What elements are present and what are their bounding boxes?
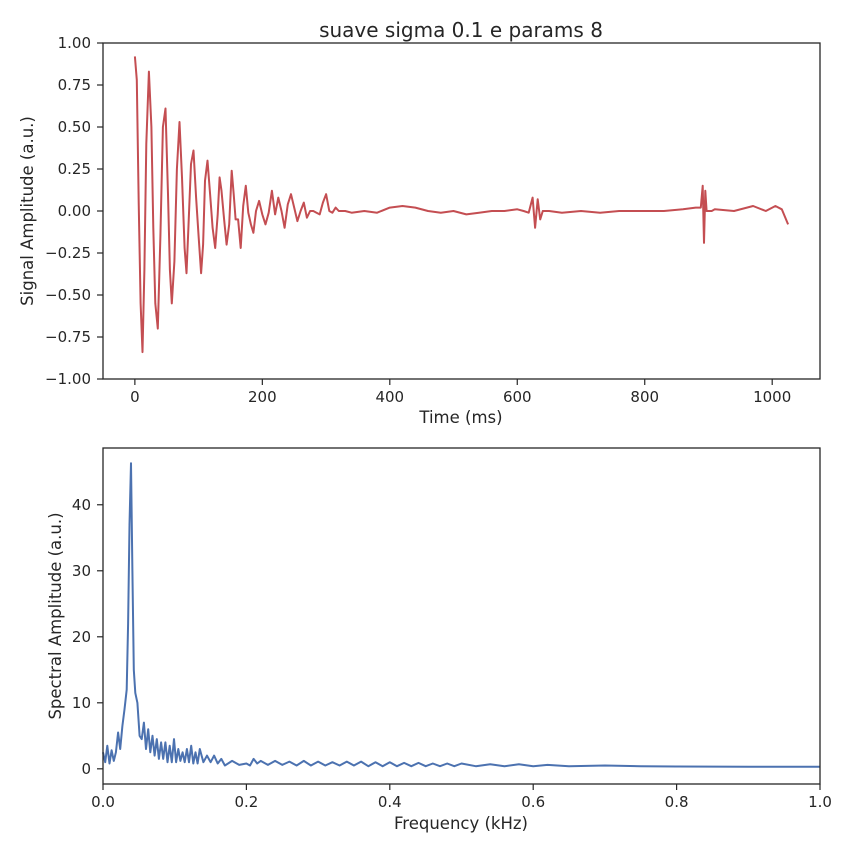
spectrum-x-tick-label: 0.4 (378, 793, 402, 811)
time-x-tick-label: 600 (503, 388, 532, 406)
time-x-tick-label: 1000 (753, 388, 791, 406)
time-y-tick-label: 0.75 (58, 76, 91, 94)
spectrum-y-tick-label: 30 (72, 562, 91, 580)
spectrum-x-tick-label: 0.0 (91, 793, 115, 811)
time-x-tick-label: 200 (248, 388, 277, 406)
time-x-axis-label: Time (ms) (418, 408, 502, 427)
spectrum-series-line (102, 462, 820, 768)
time-y-tick-label: −0.50 (45, 286, 91, 304)
spectrum-y-axis-label: Spectral Amplitude (a.u.) (46, 512, 65, 719)
spectrum-y-tick-label: 40 (72, 496, 91, 514)
spectrum-marks (102, 462, 820, 768)
spectrum-x-tick-label: 1.0 (808, 793, 832, 811)
time-y-ticks: −1.00 −0.75 −0.50 −0.25 0.00 0.25 0.50 0.75 1.00 (45, 34, 103, 388)
spectrum-plot-frame (102, 447, 821, 785)
spectrum-plot: 0.0 0.2 0.4 0.6 0.8 1.0 0 10 20 30 40 Frequency (… (46, 447, 832, 833)
chart-title: suave sigma 0.1 e params 8 (319, 18, 603, 42)
time-x-tick-label: 0 (130, 388, 140, 406)
time-y-tick-label: 1.00 (58, 34, 91, 52)
time-y-tick-label: 0.25 (58, 160, 91, 178)
time-y-axis-label: Signal Amplitude (a.u.) (18, 116, 37, 306)
spectrum-y-tick-label: 20 (72, 628, 91, 646)
spectrum-y-tick-label: 10 (72, 694, 91, 712)
time-series-line (133, 56, 790, 354)
spectrum-y-tick-label: 0 (81, 760, 91, 778)
time-y-tick-label: 0.00 (58, 202, 91, 220)
time-x-tick-label: 400 (375, 388, 404, 406)
time-y-tick-label: −0.25 (45, 244, 91, 262)
frequency-x-axis-label: Frequency (kHz) (394, 814, 528, 833)
spectrum-x-tick-label: 0.6 (521, 793, 545, 811)
time-y-tick-label: −0.75 (45, 328, 91, 346)
time-x-tick-label: 800 (630, 388, 659, 406)
spectrum-x-tick-label: 0.8 (665, 793, 689, 811)
spectrum-x-tick-label: 0.2 (234, 793, 258, 811)
time-signal-plot: suave sigma 0.1 e params 8 0 200 400 600 800… (18, 18, 821, 427)
frequency-x-ticks: 0.0 0.2 0.4 0.6 0.8 1.0 (91, 784, 832, 811)
time-y-tick-label: 0.50 (58, 118, 91, 136)
time-x-ticks: 0 200 400 600 800 1000 (130, 379, 791, 406)
time-signal-marks (133, 56, 790, 354)
time-plot-frame (102, 42, 821, 380)
spectrum-y-ticks: 0 10 20 30 40 (72, 496, 103, 778)
time-y-tick-label: −1.00 (45, 370, 91, 388)
